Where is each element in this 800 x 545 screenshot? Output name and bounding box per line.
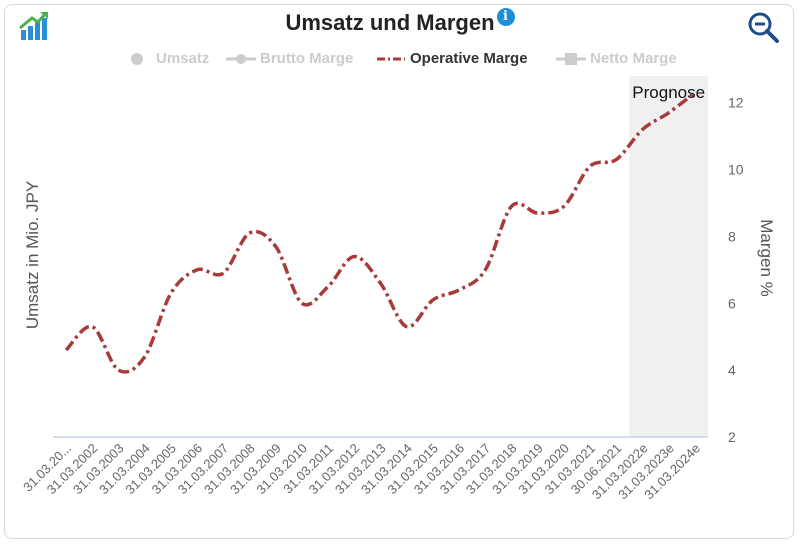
zoom-out-icon[interactable] [746,10,780,44]
legend-dot-icon [131,52,143,65]
legend-item-umsatz[interactable]: Umsatz [122,50,209,67]
forecast-label: Prognose [632,83,705,102]
legend: Umsatz Brutto Marge Operative Marge Nett… [0,50,800,70]
legend-item-brutto-marge[interactable]: Brutto Marge [226,50,353,67]
forecast-band [629,76,708,437]
legend-line-square-icon [556,52,586,65]
y-axis-left-title: Umsatz in Mio. JPY [23,180,42,330]
y-tick-label: 2 [728,429,736,445]
y-axis-right-ticks: 2 4 6 8 10 12 [728,95,744,445]
legend-label: Umsatz [156,50,210,67]
y-axis-right-title: Margen % [757,219,776,297]
chart-title-text: Umsatz und Margen [285,10,495,35]
legend-label: Netto Marge [590,50,677,67]
legend-label: Operative Marge [410,50,528,67]
legend-item-netto-marge[interactable]: Netto Marge [556,50,677,67]
x-axis-ticks: 31.03.20...31.03.200231.03.200331.03.200… [20,441,703,503]
y-tick-label: 12 [728,95,744,111]
chart-growth-icon[interactable] [18,10,50,42]
y-tick-label: 6 [728,295,736,311]
series-line-operative-marge [64,91,696,374]
legend-line-dot-icon [226,53,256,64]
info-icon[interactable]: i [496,8,515,26]
chart-frame [4,4,794,539]
y-tick-label: 4 [728,362,736,378]
y-tick-label: 10 [728,162,744,178]
legend-dashdot-icon [377,57,405,60]
legend-label: Brutto Marge [260,50,354,67]
y-tick-label: 8 [728,228,736,244]
legend-item-operative-marge[interactable]: Operative Marge [376,50,528,67]
chart-title: Umsatz und Margen i [0,8,800,36]
